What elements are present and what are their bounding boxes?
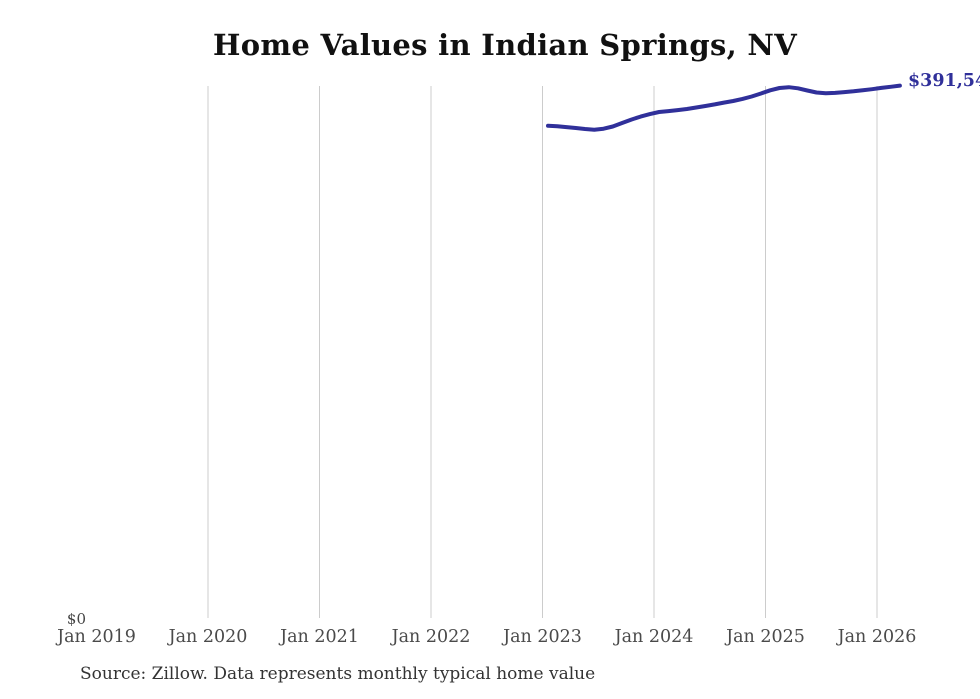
x-tick-label: Jan 2020 [168, 627, 248, 647]
source-note: Source: Zillow. Data represents monthly … [80, 664, 596, 684]
x-tick-label: Jan 2026 [837, 627, 917, 647]
y-axis-zero-label: $0 [66, 610, 86, 628]
x-tick-label: Jan 2022 [391, 627, 471, 647]
end-value-label: $391,54 [908, 71, 980, 91]
x-tick-label: Jan 2025 [726, 627, 805, 647]
x-tick-label: Jan 2024 [614, 627, 694, 647]
x-tick-label: Jan 2023 [503, 627, 582, 647]
home-value-line [546, 83, 902, 132]
x-tick-label: Jan 2021 [280, 627, 359, 647]
x-tick-label: Jan 2019 [57, 627, 136, 647]
chart-title: Home Values in Indian Springs, NV [213, 28, 797, 62]
